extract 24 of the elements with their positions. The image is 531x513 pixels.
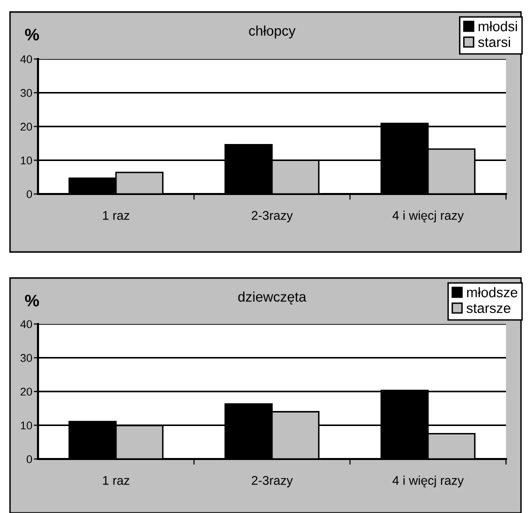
y-tick-label: 10 xyxy=(20,156,32,164)
x-tick-label: 1 raz xyxy=(103,476,130,485)
y-axis-title: % xyxy=(25,28,39,40)
y-tick-label: 30 xyxy=(20,354,32,362)
x-tick-label: 2-3razy xyxy=(252,476,293,488)
y-tick-label: 0 xyxy=(26,455,32,464)
chart-title: chłopcy xyxy=(249,26,296,38)
y-tick-label: 10 xyxy=(20,422,32,430)
y-tick-label: 30 xyxy=(20,89,32,97)
y-tick-label: 40 xyxy=(20,55,32,64)
legend-label: młodsze xyxy=(467,287,518,298)
x-tick-label: 2-3razy xyxy=(252,210,293,222)
chart-title: dziewczęta xyxy=(238,292,306,304)
y-tick-label: 20 xyxy=(20,122,32,131)
x-tick-label: 4 i więcj razy xyxy=(392,476,464,488)
legend-label: starsi xyxy=(478,36,510,48)
y-tick-label: 0 xyxy=(26,190,32,198)
legend-label: młodsi xyxy=(478,21,517,32)
x-tick-label: 1 raz xyxy=(103,211,130,220)
y-axis-title: % xyxy=(25,294,39,306)
y-tick-label: 40 xyxy=(20,320,32,328)
legend-label: starsze xyxy=(466,304,510,314)
x-tick-label: 4 i więcj razy xyxy=(392,210,464,222)
y-tick-label: 20 xyxy=(20,388,32,396)
